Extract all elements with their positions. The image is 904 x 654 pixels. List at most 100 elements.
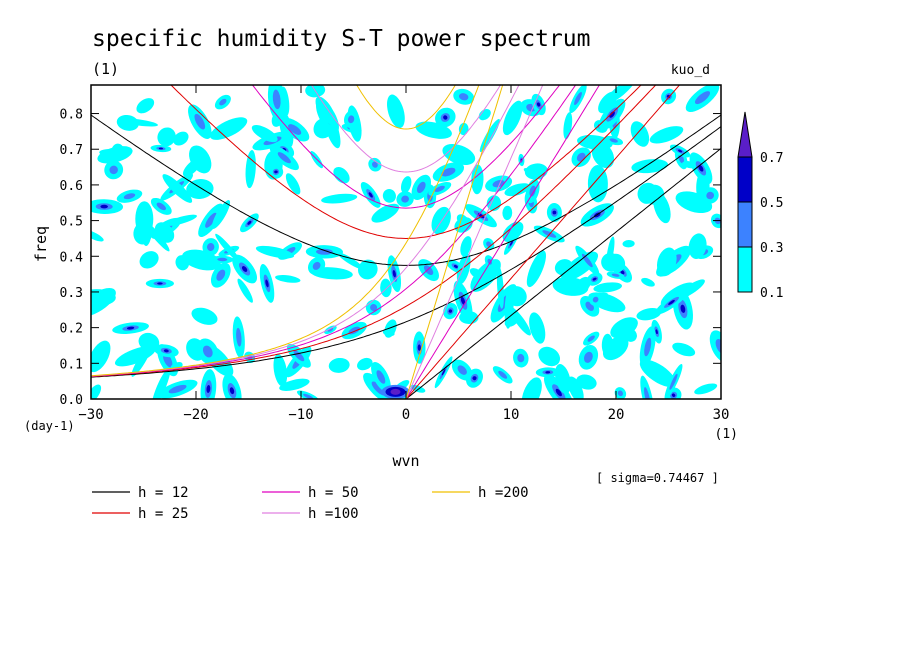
dispersion-curve-h200-kelvin: [405, 85, 504, 399]
sigma-text: [ sigma=0.74467 ]: [596, 471, 719, 485]
power-blob-high: [555, 388, 562, 397]
power-blob: [280, 86, 290, 116]
power-blob-high: [666, 94, 671, 99]
dispersion-curve-h100-kelvin: [405, 85, 544, 399]
power-blob-mid: [123, 193, 136, 200]
power-blob-high: [157, 282, 163, 285]
power-blob: [605, 85, 636, 104]
power-blob-mid: [492, 180, 505, 188]
power-blob: [593, 282, 623, 293]
power-blob-mid: [371, 161, 378, 168]
power-blob-high: [460, 296, 466, 305]
y-tick-label: 0.2: [60, 322, 83, 337]
power-blob: [456, 253, 471, 285]
power-blob-mid: [441, 167, 456, 177]
x-tick-label: 30: [713, 407, 730, 423]
power-blob-mid: [205, 212, 217, 228]
y-tick-label: 0.1: [60, 357, 83, 372]
power-blob-high: [678, 149, 683, 153]
power-blob: [182, 158, 202, 177]
power-blob-high: [274, 170, 278, 174]
power-blob-mid: [370, 304, 378, 311]
curve-legend: h = 12 h = 25 h = 50 h =100 h =200: [92, 485, 529, 522]
power-blob-high: [536, 102, 541, 107]
x-tick-label: −20: [183, 407, 208, 423]
x-tick-label: −10: [288, 407, 313, 423]
x-axis-ticks: −30 −20 −10 0 10 20 30: [78, 85, 729, 423]
power-blob: [504, 315, 519, 327]
power-blob: [333, 166, 350, 184]
y-axis-unit: (day-1): [24, 419, 75, 433]
power-blob-mid: [277, 152, 291, 164]
power-blob: [644, 184, 665, 205]
power-blob: [526, 250, 546, 288]
power-blob-mid: [202, 345, 213, 358]
power-blob-high: [241, 266, 248, 272]
legend-label: h = 12: [138, 485, 189, 501]
power-blob-high: [680, 304, 686, 313]
power-blob-mid: [611, 273, 620, 277]
chart-subtitle-right: kuo_d: [671, 63, 710, 78]
dispersion-curve-h12-mrg: [91, 126, 721, 378]
power-blob: [688, 233, 707, 259]
power-blob-high: [472, 376, 477, 381]
power-blob-mid: [434, 185, 445, 193]
power-blob: [91, 340, 111, 373]
chart-subtitle-left: (1): [92, 60, 119, 78]
power-blob: [275, 275, 301, 283]
dispersion-curve-h50-ig1: [251, 85, 561, 209]
power-blob-high: [126, 326, 135, 330]
chart-title: specific humidity S-T power spectrum: [92, 26, 591, 52]
power-blob: [321, 193, 358, 204]
x-axis-unit: (1): [715, 427, 738, 442]
power-blob: [251, 125, 278, 143]
power-blob: [521, 377, 542, 399]
power-blob: [154, 222, 175, 243]
power-blob: [245, 150, 256, 189]
power-blob: [504, 183, 531, 197]
power-blob-mid: [236, 327, 242, 347]
power-blob-mid: [486, 241, 492, 247]
dispersion-curve-h12-kelvin: [405, 148, 721, 399]
power-blob-mid: [156, 202, 166, 211]
power-blob-mid: [194, 113, 206, 130]
power-blob-mid: [219, 98, 227, 106]
power-blob-high: [392, 270, 396, 278]
y-tick-label: 0.3: [60, 286, 83, 301]
power-blob-mid: [216, 269, 226, 281]
dispersion-curve-h200-mrg: [91, 85, 480, 377]
power-blob: [119, 118, 159, 127]
dispersion-curve-h200-ig1: [356, 85, 456, 130]
power-blob: [91, 229, 104, 242]
dispersion-curve-h50-kelvin: [405, 85, 601, 399]
power-blob-mid: [644, 337, 652, 357]
power-blob: [315, 96, 336, 125]
power-blob: [131, 345, 152, 377]
power-blob: [371, 203, 400, 223]
y-tick-label: 0.6: [60, 179, 83, 194]
power-blob-mid: [498, 370, 508, 379]
power-blob-mid: [423, 265, 434, 276]
power-blob-mid: [312, 261, 321, 270]
dispersion-curve-h12-ig1: [91, 114, 721, 266]
y-tick-label: 0.0: [60, 393, 83, 408]
power-blob-high: [592, 277, 597, 281]
power-blob: [255, 245, 295, 259]
power-blob-high: [698, 165, 704, 172]
power-blob-high: [206, 385, 211, 393]
power-blob-high: [368, 192, 373, 198]
power-blob-high: [552, 210, 557, 215]
power-blob: [502, 221, 524, 243]
power-blob-high: [100, 204, 108, 209]
power-blob: [471, 164, 484, 195]
power-blob-mid: [644, 387, 651, 399]
power-blob: [328, 357, 350, 373]
power-blob-mid: [617, 390, 623, 397]
legend-label: h =200: [478, 485, 529, 501]
power-blob: [636, 308, 662, 321]
colorbar-label: 0.7: [760, 151, 783, 166]
power-field: [91, 85, 721, 399]
power-blob: [479, 118, 500, 153]
power-blob: [672, 342, 696, 357]
colorbar-segment: [737, 156, 753, 203]
